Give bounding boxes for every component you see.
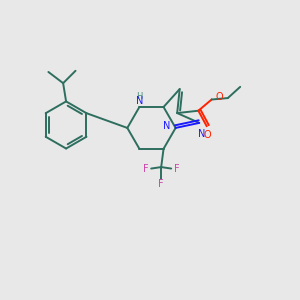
Text: H: H xyxy=(136,92,142,100)
Text: O: O xyxy=(203,130,211,140)
Text: N: N xyxy=(198,129,205,140)
Text: N: N xyxy=(136,95,143,106)
Text: O: O xyxy=(215,92,223,102)
Text: F: F xyxy=(174,164,179,174)
Text: N: N xyxy=(163,122,170,131)
Text: F: F xyxy=(143,164,149,174)
Text: F: F xyxy=(158,179,164,189)
